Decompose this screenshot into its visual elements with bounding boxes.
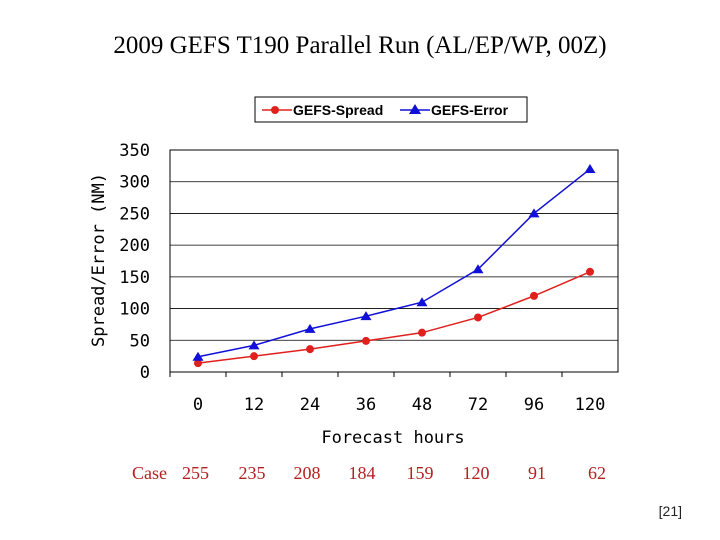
series-layer <box>192 164 596 368</box>
y-axis-title: Spread/Error (NM) <box>89 173 109 347</box>
legend-error-marker <box>409 104 421 114</box>
spread-point <box>474 313 482 322</box>
x-tick-label: 12 <box>244 395 264 415</box>
case-count: 184 <box>349 463 376 483</box>
x-tick-label: 72 <box>468 395 488 415</box>
x-axis-ticks: 0 12 24 36 48 72 96 120 <box>169 372 606 415</box>
spread-point <box>194 359 202 368</box>
x-tick-label: 48 <box>412 395 432 415</box>
x-tick-label: 36 <box>356 395 376 415</box>
case-count: 62 <box>588 463 606 483</box>
case-label: Case <box>132 463 167 483</box>
y-tick-label: 300 <box>119 173 150 193</box>
x-tick-label: 120 <box>575 395 606 415</box>
error-point <box>360 311 372 321</box>
error-point <box>416 297 428 307</box>
x-tick-label: 0 <box>193 395 203 415</box>
spread-point <box>362 336 370 345</box>
case-count: 159 <box>407 463 434 483</box>
legend: GEFS-Spread GEFS-Error <box>254 96 528 123</box>
legend-error-label: GEFS-Error <box>431 102 509 118</box>
y-tick-label: 200 <box>119 236 150 256</box>
y-tick-label: 250 <box>119 204 150 224</box>
y-axis-ticks: 0 50 100 150 200 250 300 350 <box>119 141 150 383</box>
x-tick-label: 96 <box>524 395 544 415</box>
error-point <box>528 208 540 218</box>
y-tick-label: 350 <box>119 141 150 161</box>
error-point <box>304 323 316 333</box>
case-count: 235 <box>239 463 266 483</box>
page-number: [21] <box>658 503 682 519</box>
error-point <box>472 264 484 274</box>
error-point <box>248 340 260 350</box>
spread-point <box>418 328 426 337</box>
y-tick-label: 100 <box>119 300 150 320</box>
error-point <box>584 164 596 174</box>
legend-spread-marker <box>271 106 279 114</box>
y-tick-label: 50 <box>130 331 150 351</box>
series-line-gefs-spread <box>197 271 591 364</box>
error-point <box>192 351 204 361</box>
legend-spread-label: GEFS-Spread <box>293 102 383 118</box>
spread-point <box>586 267 594 276</box>
spread-point <box>530 291 538 300</box>
case-count-row: Case 255 235 208 184 159 120 91 62 <box>132 463 606 483</box>
x-tick-label: 24 <box>300 395 320 415</box>
case-count: 91 <box>528 463 546 483</box>
case-count: 208 <box>294 463 321 483</box>
legend-box <box>254 96 528 123</box>
spread-point <box>306 345 314 354</box>
x-axis-title: Forecast hours <box>321 428 464 448</box>
spread-point <box>250 352 258 361</box>
series-line-gefs-error <box>197 168 591 358</box>
case-count: 255 <box>182 463 209 483</box>
plot-area <box>169 149 619 373</box>
slide-title: 2009 GEFS T190 Parallel Run (AL/EP/WP, 0… <box>113 32 607 59</box>
y-tick-label: 150 <box>119 268 150 288</box>
case-count: 120 <box>463 463 490 483</box>
y-tick-label: 0 <box>140 363 150 383</box>
